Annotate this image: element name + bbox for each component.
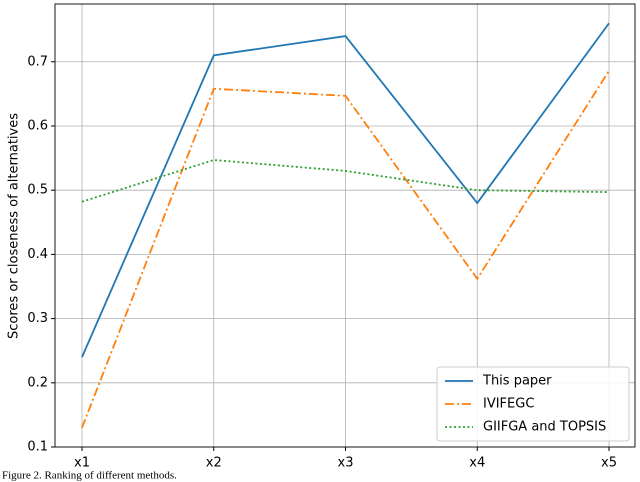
- y-tick-label: 0.3: [27, 311, 48, 326]
- series-line: [81, 159, 610, 203]
- legend-label: GIIFGA and TOPSIS: [483, 420, 606, 435]
- series-line: [81, 70, 610, 429]
- x-tick-label: x1: [74, 456, 90, 471]
- x-tick-label: x4: [469, 456, 485, 471]
- x-tick-label: x2: [206, 456, 222, 471]
- caption: Figure 2. Ranking of different methods.: [2, 470, 177, 482]
- y-tick-label: 0.7: [27, 54, 48, 69]
- y-tick-label: 0.2: [27, 375, 48, 390]
- x-tick-label: x5: [601, 456, 617, 471]
- y-tick-label: 0.1: [27, 440, 48, 455]
- legend-label: IVIFEGC: [483, 397, 534, 412]
- x-tick-label: x3: [338, 456, 354, 471]
- y-tick-label: 0.4: [27, 247, 48, 262]
- legend-label: This paper: [482, 374, 552, 389]
- y-tick-label: 0.6: [27, 118, 48, 133]
- y-tick-label: 0.5: [27, 183, 48, 198]
- plot-frame: [54, 3, 636, 448]
- legend-box: [436, 366, 630, 442]
- y-axis-label: Scores or closeness of alternatives: [7, 113, 22, 339]
- series-line: [81, 22, 610, 358]
